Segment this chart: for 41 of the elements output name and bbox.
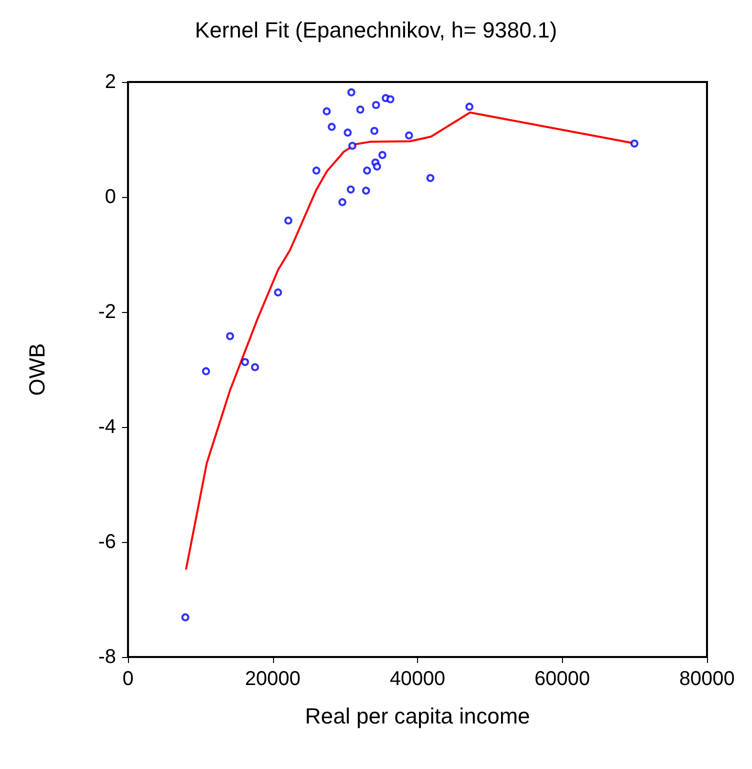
point <box>181 613 190 622</box>
point <box>241 358 250 366</box>
point <box>322 107 331 116</box>
x-tick-label: 80000 <box>679 668 735 690</box>
point <box>630 140 638 148</box>
point <box>346 186 355 194</box>
y-tick-label: -4 <box>98 416 116 438</box>
point <box>338 198 346 206</box>
y-tick-label: -8 <box>98 646 116 668</box>
point <box>362 186 370 195</box>
y-tick-label: -6 <box>98 531 116 553</box>
point <box>405 131 414 140</box>
chart-title: Kernel Fit (Epanechnikov, h= 9380.1) <box>194 18 558 42</box>
point <box>465 102 474 111</box>
y-tick-label: 0 <box>104 186 116 208</box>
point <box>363 166 372 175</box>
y-axis-title: OWB <box>24 343 50 396</box>
point <box>370 126 378 135</box>
x-axis-title: Real per capita income <box>304 704 530 728</box>
point <box>372 101 380 109</box>
x-tick-label: 20000 <box>244 668 301 690</box>
point <box>251 363 260 372</box>
point <box>344 128 352 137</box>
point <box>373 162 382 171</box>
point <box>274 288 282 296</box>
point <box>202 367 210 376</box>
point <box>226 332 234 340</box>
point <box>426 174 434 182</box>
y-tick-label: 2 <box>104 71 116 93</box>
x-tick-label: 0 <box>122 668 134 690</box>
point <box>328 122 336 131</box>
point <box>356 106 364 114</box>
point <box>347 88 356 96</box>
x-tick-label: 60000 <box>534 668 590 690</box>
y-tick-label: -2 <box>98 301 116 323</box>
point <box>312 166 320 175</box>
x-tick-label: 40000 <box>390 668 446 690</box>
point <box>386 95 394 104</box>
point <box>378 151 386 160</box>
point <box>348 142 356 150</box>
point <box>284 216 292 225</box>
